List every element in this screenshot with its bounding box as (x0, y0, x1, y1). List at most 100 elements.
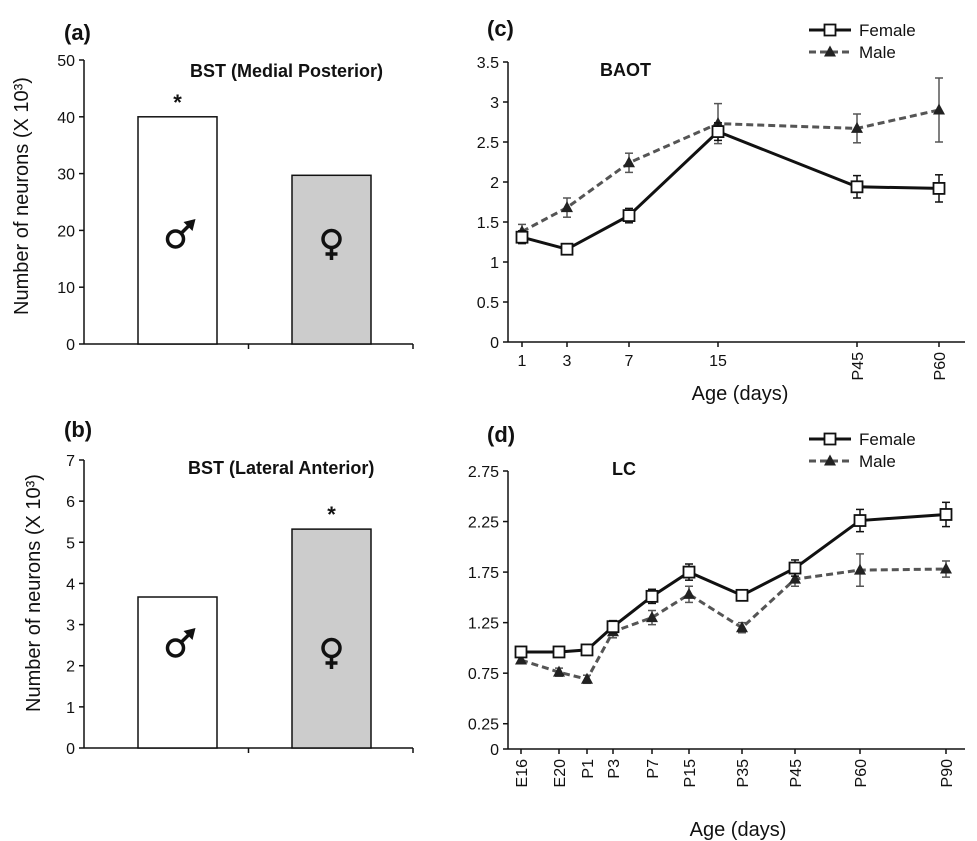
panel-b-y-tick-label: 5 (66, 535, 75, 552)
panel-a-male-symbol-arrowhead (183, 219, 196, 231)
panel-d-x-tick-label: P3 (606, 759, 623, 779)
panel-b-y-tick-label: 6 (66, 494, 75, 511)
panel-c-x-tick-label: 1 (518, 353, 527, 370)
panel-d-legend-female-marker (823, 432, 837, 446)
panel-c-x-tick-label: 15 (709, 353, 727, 370)
panel-d-female-point (853, 514, 867, 527)
panel-a-letter: (a) (64, 20, 91, 45)
panel-d-y-tick-label: 0.75 (468, 666, 499, 683)
panel-d-female-line (521, 512, 947, 654)
panel-d-male-point (789, 572, 801, 584)
panel-c-y-tick-label: 2.5 (477, 135, 499, 152)
panel-d-y-tick-label: 0.25 (468, 717, 499, 734)
panel-b-ylabel: Number of neurons (X 10³) (23, 474, 45, 712)
panel-d-male-point (736, 621, 748, 633)
panel-d-x-tick-label: E20 (552, 759, 569, 788)
panel-d-title: LC (612, 459, 636, 479)
panel-d-y-tick-label: 2.25 (468, 515, 499, 532)
panel-c-male-point (623, 156, 635, 168)
panel-b-male-symbol-circle (165, 638, 186, 658)
panel-c-y-tick-label: 0 (490, 335, 499, 352)
panel-d-male-point (553, 665, 565, 677)
panel-d-female-point (645, 589, 659, 603)
panel-a-y-tick-label: 20 (57, 223, 75, 240)
panel-c-y-tick-label: 3.5 (477, 55, 499, 72)
panel-b-y-tick-label: 2 (66, 659, 75, 676)
panel-d-y-tick-label: 1.75 (468, 565, 499, 582)
panel-c-male-point (933, 103, 945, 115)
panel-d-male-point (683, 587, 695, 599)
panel-d-legend-male-marker (824, 454, 836, 466)
panel-a-y-tick-label: 10 (57, 280, 75, 297)
panel-c-male-line (521, 108, 940, 233)
panel-c-x-tick-label: 3 (563, 353, 572, 370)
panel-c-x-tick-label: P60 (932, 352, 949, 381)
panel-d-female-point (552, 645, 566, 659)
panel-d-female-point (580, 643, 594, 657)
panel-d-line-chart: (d) LC Age (days) 0 0.25 0.75 1.25 1.75 2.25 2… (468, 422, 965, 841)
panel-a-bar-chart: (a) BST (Medial Posterior) Number of neu… (11, 20, 414, 354)
panel-d-x-tick-label: P45 (788, 759, 805, 788)
panel-d-male-line (520, 567, 947, 681)
panel-c-xlabel: Age (days) (692, 383, 789, 405)
panel-c-y-tick-label: 3 (490, 95, 499, 112)
panel-c-female-line (521, 129, 940, 251)
panel-a-male-symbol-circle (165, 229, 186, 249)
panel-d-male-point (854, 563, 866, 575)
panel-c-female-point (560, 242, 574, 256)
panel-b-y-tick-label: 7 (66, 453, 75, 470)
panel-c-x-tick-label: 7 (625, 353, 634, 370)
panel-d-female-point (788, 561, 802, 575)
panel-c-male-point (851, 121, 863, 133)
panel-c-title: BAOT (600, 60, 651, 80)
panel-c-legend-male-marker (824, 45, 836, 57)
panel-c-female-point (622, 209, 636, 223)
panel-b-title: BST (Lateral Anterior) (188, 458, 374, 478)
panel-d-letter: (d) (487, 422, 515, 447)
panel-c-male-point (561, 201, 573, 213)
panel-c-x-tick-label: P45 (850, 352, 867, 381)
panel-c-female-point (932, 181, 946, 195)
panel-d-x-tick-label: P15 (682, 759, 699, 788)
panel-b-male-symbol-arrowhead (183, 628, 196, 640)
panel-d-x-tick-label: P7 (645, 759, 662, 779)
panel-d-male-point (646, 611, 658, 623)
panel-d-male-point (515, 653, 527, 665)
panel-d-y-tick-label: 2.75 (468, 464, 499, 481)
panel-d-female-point (682, 565, 696, 579)
panel-a-y-tick-label: 30 (57, 167, 75, 184)
panel-a-y-tick-label: 50 (57, 53, 75, 70)
panel-d-female-point (735, 588, 749, 602)
panel-a-y-tick-label: 0 (66, 337, 75, 354)
panel-d-x-tick-label: P90 (939, 759, 956, 788)
panel-c-legend-female-marker (823, 23, 837, 37)
panel-d-legend-female-label: Female (859, 430, 916, 449)
panel-c-y-tick-label: 0.5 (477, 295, 499, 312)
panel-c-line-chart: (c) BAOT Age (days) 00.511.522.533.51 3 7 1… (477, 16, 965, 405)
panel-b-y-tick-label: 0 (66, 741, 75, 758)
panel-c-y-tick-label: 1 (490, 255, 499, 272)
panel-c-female-point (711, 125, 725, 138)
panel-c-letter: (c) (487, 16, 514, 41)
panel-a-y-tick-label: 40 (57, 110, 75, 127)
panel-c-female-point (515, 230, 529, 244)
panel-c-female-point (850, 180, 864, 194)
panel-b-bar (137, 596, 218, 749)
panel-a-significance-star: * (173, 90, 182, 115)
panel-d-x-tick-label: P35 (735, 759, 752, 788)
panel-d-y-tick-label: 1.25 (468, 616, 499, 633)
panel-d-x-tick-label: P1 (580, 759, 597, 779)
panel-d-male-point (940, 562, 952, 574)
panel-d-female-point (514, 645, 528, 659)
panel-b-y-tick-label: 1 (66, 700, 75, 717)
panel-d-y-tick-label: 0 (490, 742, 499, 759)
panel-d-female-point (606, 620, 620, 634)
panel-c-legend-male-label: Male (859, 43, 896, 62)
panel-b-y-tick-label: 4 (66, 576, 75, 593)
panel-a-ylabel: Number of neurons (X 10³) (11, 77, 33, 315)
panel-a-title: BST (Medial Posterior) (190, 61, 383, 81)
panel-c-y-tick-label: 2 (490, 175, 499, 192)
panel-c-y-tick-label: 1.5 (477, 215, 499, 232)
panel-d-legend-male-label: Male (859, 452, 896, 471)
